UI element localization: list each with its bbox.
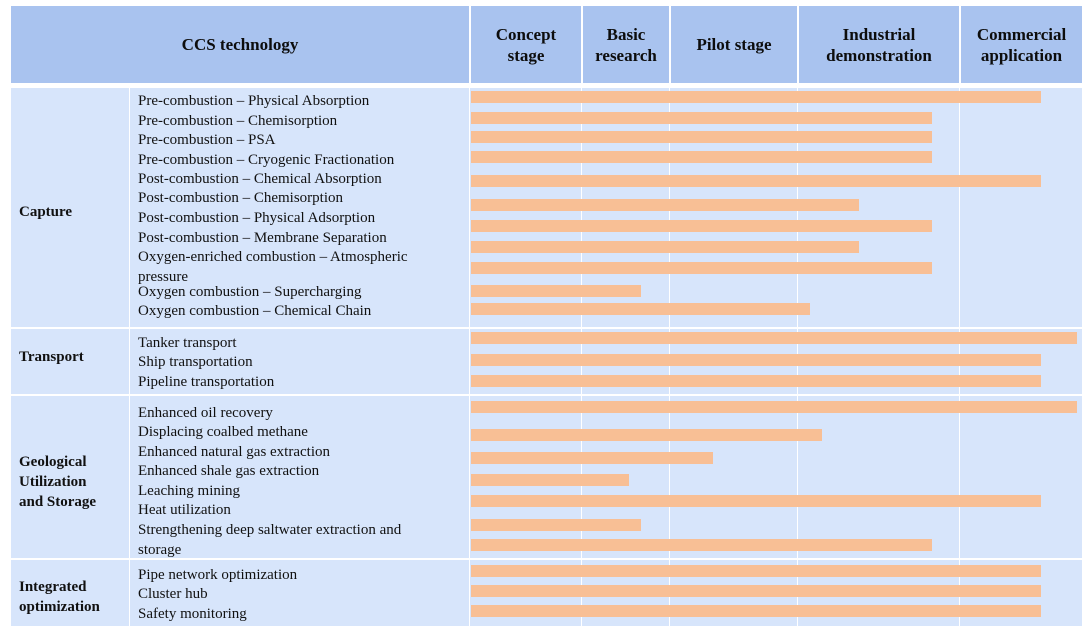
technology-label: storage	[138, 541, 182, 558]
gridline-1	[469, 560, 470, 626]
maturity-bar	[471, 565, 1041, 577]
ccs-technology-chart: CCS technology Concept stage Basic researc…	[11, 6, 1082, 626]
technology-label: Enhanced natural gas extraction	[138, 444, 330, 460]
gridline-4	[797, 396, 798, 558]
section-0: Capture Pre-combustion – Physical Absorpt…	[11, 88, 1082, 327]
maturity-bar	[471, 199, 859, 211]
technology-label: Post-combustion – Physical Adsorption	[138, 210, 376, 226]
technology-label: pressure	[138, 268, 188, 285]
gridline-0	[129, 88, 130, 327]
technology-label: Post-combustion – Chemical Absorption	[138, 171, 382, 187]
section-3: Integrated optimization Pipe network opti…	[11, 560, 1082, 626]
technology-label: Pre-combustion – Physical Absorption	[138, 93, 370, 109]
technology-label: Post-combustion – Membrane Separation	[138, 230, 387, 246]
technology-label: Post-combustion – Chemisorption	[138, 190, 344, 206]
technology-label: Displacing coalbed methane	[138, 424, 308, 440]
maturity-bar	[471, 519, 641, 531]
maturity-bar	[471, 332, 1077, 344]
gridline-3	[669, 396, 670, 558]
gridline-5	[959, 88, 960, 327]
maturity-bar	[471, 474, 629, 486]
maturity-bar	[471, 112, 932, 124]
gridline-0	[129, 396, 130, 558]
category-label: Geological Utilization and Storage	[19, 454, 97, 510]
technology-label: Strengthening deep saltwater extraction …	[138, 522, 402, 538]
header-ccs-technology: CCS technology	[11, 6, 469, 83]
maturity-bar	[471, 131, 932, 143]
maturity-bar	[471, 605, 1041, 617]
maturity-bar	[471, 262, 932, 274]
maturity-bar	[471, 495, 1041, 507]
gridline-1	[469, 329, 470, 394]
maturity-bar	[471, 539, 932, 551]
maturity-bar	[471, 91, 1041, 103]
header-row: CCS technology Concept stage Basic researc…	[11, 6, 1082, 83]
technology-label: Leaching mining	[138, 483, 241, 499]
category-label: Capture	[19, 204, 73, 220]
technology-label: Oxygen combustion – Chemical Chain	[138, 303, 372, 319]
technology-label: Cluster hub	[138, 586, 208, 602]
maturity-bar	[471, 585, 1041, 597]
header-stage-2: Pilot stage	[669, 6, 797, 83]
technology-label: Oxygen combustion – Supercharging	[138, 284, 362, 300]
section-2: Geological Utilization and Storage Enhanc…	[11, 396, 1082, 558]
gridline-0	[129, 560, 130, 626]
maturity-bar	[471, 151, 932, 163]
header-stage-1: Basic research	[581, 6, 669, 83]
technology-label: Enhanced oil recovery	[138, 405, 273, 421]
technology-label: Pre-combustion – Chemisorption	[138, 113, 338, 129]
section-1: Transport Tanker transport Ship transporta…	[11, 329, 1082, 394]
header-stage-0: Concept stage	[469, 6, 581, 83]
maturity-bar	[471, 375, 1041, 387]
maturity-bar	[471, 285, 641, 297]
technology-label: Tanker transport	[138, 335, 237, 351]
gridline-1	[469, 396, 470, 558]
technology-label: Pre-combustion – Cryogenic Fractionation	[138, 152, 395, 168]
maturity-bar	[471, 241, 859, 253]
gridline-5	[959, 396, 960, 558]
maturity-bar	[471, 220, 932, 232]
maturity-bar	[471, 175, 1041, 187]
gridline-1	[469, 88, 470, 327]
maturity-bar	[471, 303, 811, 315]
maturity-bar	[471, 429, 823, 441]
category-label: Integrated optimization	[19, 579, 100, 615]
technology-label: Pipe network optimization	[138, 567, 298, 583]
gridline-0	[129, 329, 130, 394]
technology-label: Pipeline transportation	[138, 374, 275, 390]
technology-label: Oxygen-enriched combustion – Atmospheric	[138, 249, 408, 265]
header-stage-3: Industrial demonstration	[797, 6, 959, 83]
maturity-bar	[471, 354, 1041, 366]
header-stage-4: Commercial application	[959, 6, 1082, 83]
maturity-bar	[471, 401, 1077, 413]
maturity-bar	[471, 452, 714, 464]
technology-label: Ship transportation	[138, 354, 253, 370]
technology-label: Heat utilization	[138, 502, 231, 518]
technology-label: Enhanced shale gas extraction	[138, 463, 320, 479]
technology-label: Pre-combustion – PSA	[138, 132, 276, 148]
technology-label: Safety monitoring	[138, 606, 247, 622]
category-label: Transport	[19, 349, 84, 365]
